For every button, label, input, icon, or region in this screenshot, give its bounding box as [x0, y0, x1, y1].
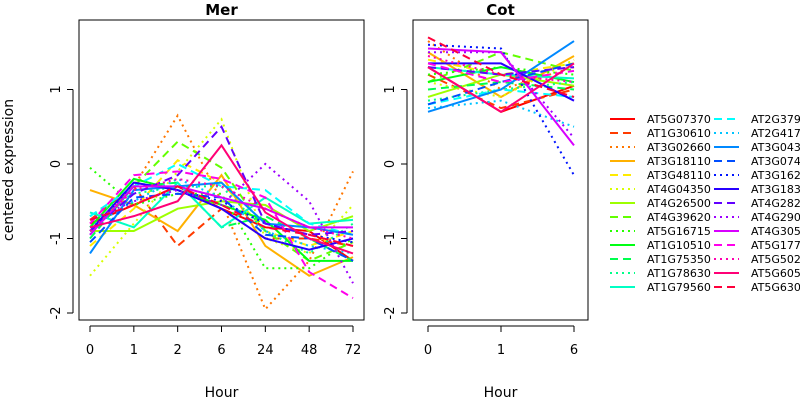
y-tick-label: -2: [49, 307, 64, 320]
legend-label: AT2G3792: [751, 113, 800, 126]
legend-label: AT3G18110: [647, 155, 711, 168]
y-tick-label: 1: [383, 85, 398, 93]
legend-label: AT3G0434: [751, 141, 800, 154]
legend-label: AT5G5028: [751, 253, 800, 266]
series-line-AT1G75350: [427, 81, 575, 91]
series-line-AT5G6305: [89, 185, 354, 247]
y-tick-label: -1: [49, 232, 64, 245]
series-line-AT2G4172: [427, 99, 575, 128]
series-line-AT4G04350: [89, 117, 354, 277]
series-line-AT4G04350: [427, 58, 575, 98]
legend-label: AT2G4172: [751, 127, 800, 140]
x-tick-label: 0: [86, 343, 94, 358]
y-tick-label: -2: [383, 307, 398, 320]
legend-label: AT4G39620: [647, 211, 711, 224]
panel-title: Mer: [205, 1, 238, 19]
panel-title: Cot: [486, 1, 514, 19]
series-line-AT1G30610: [427, 73, 575, 110]
series-line-AT3G1629: [427, 43, 575, 176]
cot-panel: Cot 0 1 6 Hour -2 -1 0 1: [383, 1, 589, 400]
series-line-AT3G0434: [427, 40, 575, 113]
series-line-AT5G6054: [427, 62, 575, 114]
series-line-AT5G1771: [427, 62, 575, 84]
x-tick-label: 0: [424, 343, 432, 358]
series-line-AT3G1839: [428, 62, 575, 102]
series-line-AT5G1771: [89, 170, 354, 299]
legend-label: AT3G02660: [647, 141, 711, 154]
legend-label: AT5G07370: [647, 113, 711, 126]
legend-label: AT4G26500: [647, 197, 711, 210]
y-tick-label: -1: [383, 232, 398, 245]
y-tick-label: 1: [49, 85, 64, 93]
legend-label: AT4G3058: [751, 225, 800, 238]
series-line-AT2G3792: [427, 88, 575, 106]
legend-label: AT4G2821: [751, 197, 800, 210]
legend-label: AT3G1839: [751, 183, 800, 196]
series-line-AT4G2821: [427, 66, 575, 76]
legend-label: AT3G1629: [751, 169, 800, 182]
series-line-AT3G48110: [427, 58, 575, 76]
x-axis-label: Hour: [484, 385, 518, 400]
legend-label: AT4G04350: [647, 183, 711, 196]
y-tick-label: 0: [383, 160, 398, 168]
series-line-AT5G16715: [89, 166, 354, 270]
x-tick-label: 24: [257, 343, 274, 358]
series-line-AT5G5028: [89, 177, 354, 240]
series-line-AT3G1839: [89, 181, 354, 251]
series-line-AT5G6305: [427, 36, 575, 98]
series-line-AT4G2821: [89, 124, 354, 236]
plot-frame: [78, 19, 365, 321]
x-tick-label: 48: [301, 343, 318, 358]
legend-label: AT1G10510: [647, 239, 711, 252]
series-line-AT5G5028: [427, 55, 575, 84]
legend-label: AT1G75350: [647, 253, 711, 266]
series-line-AT4G2906: [89, 162, 354, 284]
plot-frame: [412, 19, 589, 321]
legend-label: AT5G16715: [647, 225, 711, 238]
x-tick-label: 6: [217, 343, 225, 358]
x-tick-label: 2: [174, 343, 182, 358]
x-axis-label: Hour: [205, 385, 239, 400]
legend-label: AT5G6305: [751, 281, 800, 294]
legend-label: AT5G1771: [751, 239, 800, 252]
x-tick-label: 1: [130, 343, 138, 358]
legend-label: AT1G79560: [647, 281, 711, 294]
legend: AT5G07370AT1G30610AT3G02660AT3G18110AT3G…: [610, 113, 800, 294]
legend-label: AT3G0743: [751, 155, 800, 168]
legend-label: AT4G2906: [751, 211, 800, 224]
x-tick-label: 1: [497, 343, 505, 358]
mer-panel: Mer 0 1 2 6 24 48 72 Hour -2 -1 0 1: [49, 1, 365, 400]
legend-label: AT1G30610: [647, 127, 711, 140]
y-tick-label: 0: [49, 160, 64, 168]
legend-label: AT1G78630: [647, 267, 711, 280]
y-axis-label: centered expression: [1, 99, 17, 241]
legend-label: AT3G48110: [647, 169, 711, 182]
x-tick-label: 72: [345, 343, 362, 358]
series-line-AT5G6054: [89, 143, 354, 255]
legend-label: AT5G6054: [751, 267, 800, 280]
x-tick-label: 6: [570, 343, 578, 358]
